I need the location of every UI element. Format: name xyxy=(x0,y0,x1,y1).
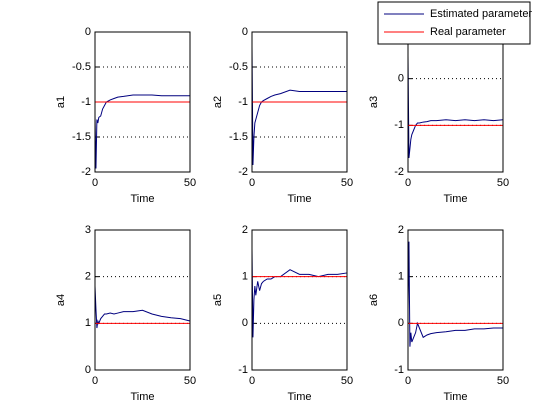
x-tick-label: 50 xyxy=(184,375,196,387)
x-tick-label: 50 xyxy=(497,375,509,387)
y-tick-label: -2 xyxy=(81,166,91,178)
y-tick-label: -1.5 xyxy=(72,131,91,143)
x-tick-label: 50 xyxy=(341,375,353,387)
y-tick-label: 0 xyxy=(242,317,248,329)
axes-box xyxy=(94,31,191,173)
y-tick-label: 0 xyxy=(398,73,404,85)
x-tick-label: 0 xyxy=(92,177,98,189)
data-line xyxy=(94,94,190,169)
y-tick-label: -0.5 xyxy=(72,61,91,73)
x-tick-label: 0 xyxy=(249,375,255,387)
x-axis-label: Time xyxy=(287,391,311,403)
y-tick-label: -1.5 xyxy=(229,131,248,143)
y-axis-label: a6 xyxy=(368,294,380,306)
y-tick-label: 2 xyxy=(398,224,404,236)
y-tick-label: 1 xyxy=(242,271,248,283)
y-tick-label: 0 xyxy=(398,317,404,329)
data-line xyxy=(407,55,504,159)
x-tick-label: 0 xyxy=(92,375,98,387)
axes-box xyxy=(407,229,504,371)
x-axis-label: Time xyxy=(130,391,154,403)
x-tick-label: 0 xyxy=(405,375,411,387)
y-tick-label: -1 xyxy=(238,96,248,108)
y-tick-label: -0.5 xyxy=(229,61,248,73)
y-axis-label: a4 xyxy=(55,294,67,306)
data-line xyxy=(94,285,191,329)
axes-box xyxy=(251,229,348,371)
y-tick-label: -1 xyxy=(238,364,248,376)
y-tick-label: 2 xyxy=(242,224,248,236)
legend-label: Real parameter xyxy=(430,26,506,38)
x-axis-label: Time xyxy=(443,391,467,403)
x-tick-label: 50 xyxy=(341,177,353,189)
y-tick-label: 0 xyxy=(242,26,248,38)
x-axis-label: Time xyxy=(443,193,467,205)
axes-box xyxy=(251,31,348,173)
axes-background xyxy=(252,230,347,370)
y-tick-label: -1 xyxy=(394,364,404,376)
y-tick-label: 1 xyxy=(398,271,404,283)
x-tick-label: 0 xyxy=(405,177,411,189)
y-tick-label: 3 xyxy=(85,224,91,236)
x-tick-label: 50 xyxy=(497,177,509,189)
legend-label: Estimated parameter xyxy=(430,8,532,20)
x-tick-label: 50 xyxy=(184,177,196,189)
y-tick-label: 2 xyxy=(85,271,91,283)
axes-background xyxy=(408,230,503,370)
x-tick-label: 0 xyxy=(249,177,255,189)
y-tick-label: 1 xyxy=(85,317,91,329)
y-tick-label: -1 xyxy=(81,96,91,108)
data-line xyxy=(251,45,347,166)
axes-box xyxy=(94,229,191,371)
y-tick-label: -2 xyxy=(394,166,404,178)
data-line xyxy=(407,241,503,347)
y-axis-label: a5 xyxy=(212,294,224,306)
y-tick-label: -1 xyxy=(394,119,404,131)
y-axis-label: a2 xyxy=(212,96,224,108)
x-axis-label: Time xyxy=(130,193,154,205)
y-tick-label: -2 xyxy=(238,166,248,178)
y-tick-label: 0 xyxy=(85,26,91,38)
axes-background xyxy=(95,230,190,370)
y-tick-label: 0 xyxy=(85,364,91,376)
y-axis-label: a3 xyxy=(368,96,380,108)
y-axis-label: a1 xyxy=(55,96,67,108)
axes-background xyxy=(408,32,503,172)
legend-box xyxy=(377,1,531,45)
x-axis-label: Time xyxy=(287,193,311,205)
